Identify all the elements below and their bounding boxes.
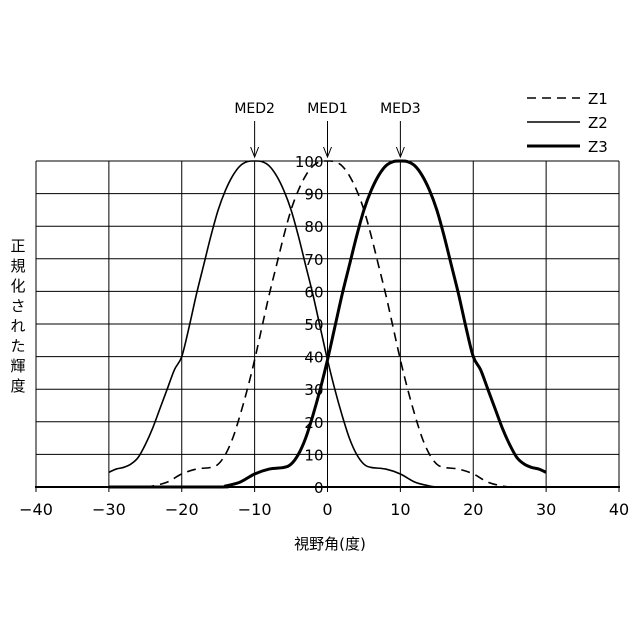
- annotations: MED2 MED1 MED3: [234, 101, 420, 157]
- x-tick-label: 30: [536, 500, 556, 519]
- y-axis-title-char: 化: [8, 276, 28, 296]
- y-tick-label: 70: [304, 251, 323, 269]
- y-tick-label: 50: [304, 316, 323, 334]
- x-tick-label: −30: [92, 500, 126, 519]
- annotation-med1: MED1: [307, 101, 348, 117]
- x-tick-label: 10: [390, 500, 410, 519]
- x-tick-label: 40: [609, 500, 629, 519]
- legend-label-z2: Z2: [588, 114, 608, 132]
- y-tick-label: 20: [304, 414, 323, 432]
- legend-label-z1: Z1: [588, 90, 608, 108]
- y-axis-title-char: 規: [8, 256, 28, 276]
- y-tick-label: 40: [304, 349, 323, 367]
- y-axis-title-char: れ: [8, 316, 28, 336]
- x-tick-label: 0: [322, 500, 332, 519]
- y-tick-label: 10: [304, 446, 323, 464]
- x-tick-label: −10: [238, 500, 272, 519]
- grid: [36, 161, 619, 492]
- y-axis-title-char: 正: [8, 236, 28, 256]
- annotation-med2: MED2: [234, 101, 275, 117]
- y-tick-label: 80: [304, 218, 323, 236]
- legend: Z1 Z2 Z3: [527, 90, 608, 156]
- y-tick-label: 90: [304, 186, 323, 204]
- y-tick-label: 30: [304, 381, 323, 399]
- x-tick-label: −40: [19, 500, 53, 519]
- y-axis-title-char: た: [8, 336, 28, 356]
- y-axis-title-char: さ: [8, 296, 28, 316]
- y-axis-title-char: 度: [8, 376, 28, 396]
- x-axis-title: 視野角(度): [0, 533, 640, 554]
- y-axis-title: 正規化された輝度: [8, 236, 28, 396]
- axes: −40−30−20−100102030400102030405060708090…: [19, 153, 629, 519]
- legend-label-z3: Z3: [588, 138, 608, 156]
- annotation-med3: MED3: [380, 101, 421, 117]
- y-tick-label: 60: [304, 283, 323, 301]
- y-tick-label: 100: [295, 153, 324, 171]
- x-tick-label: −20: [165, 500, 199, 519]
- y-axis-title-char: 輝: [8, 356, 28, 376]
- x-tick-label: 20: [463, 500, 483, 519]
